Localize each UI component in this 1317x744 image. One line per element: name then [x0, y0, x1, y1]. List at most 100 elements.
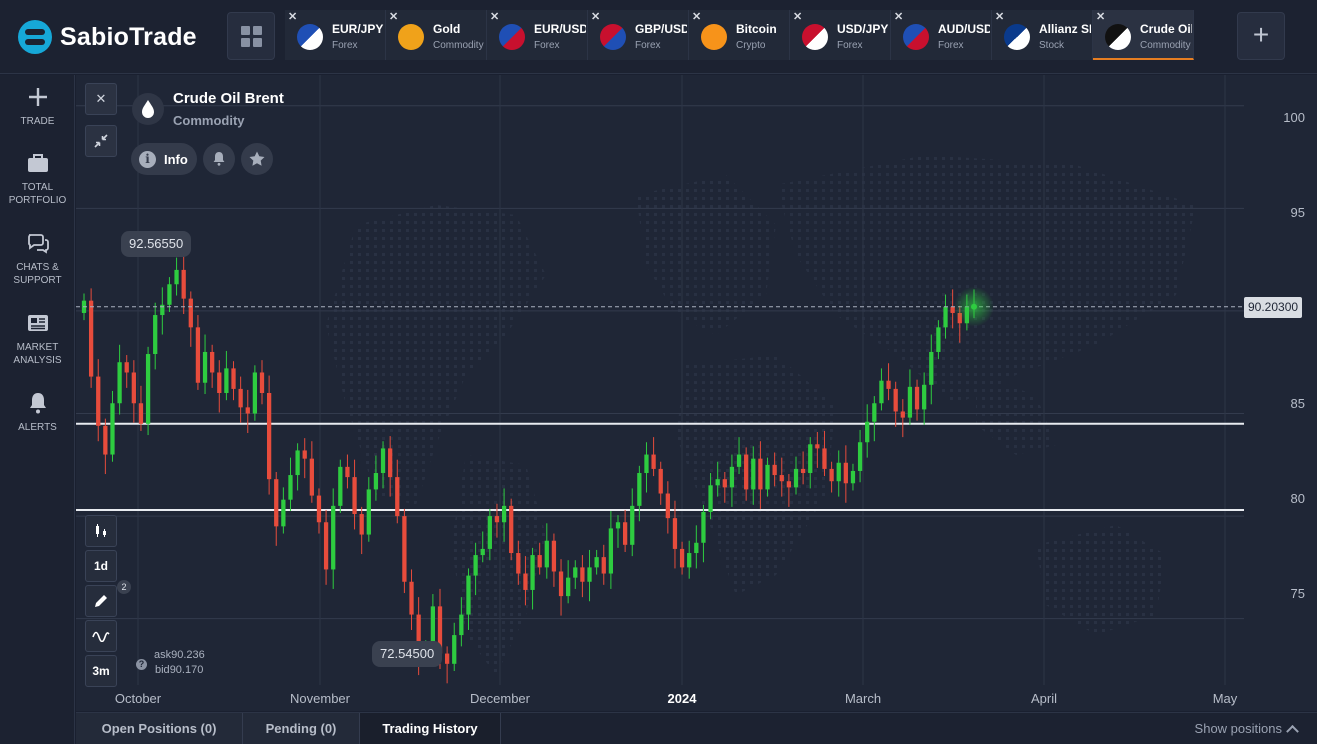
candle: [238, 376, 243, 423]
candle-body: [316, 495, 322, 523]
help-icon[interactable]: ?: [136, 659, 147, 670]
close-tab-icon[interactable]: ✕: [995, 11, 1005, 23]
tab-asset-icon: [1105, 24, 1131, 50]
asset-tab[interactable]: ✕ Bitcoin Crypto: [689, 10, 790, 60]
candle-body: [266, 393, 272, 480]
y-tick-label: 75: [1290, 586, 1305, 601]
tab-trading-history[interactable]: Trading History: [360, 713, 501, 744]
candle-body: [259, 372, 265, 393]
info-button[interactable]: i Info: [131, 143, 197, 175]
candle: [850, 463, 856, 491]
candle-body: [359, 514, 364, 535]
add-tab-button[interactable]: +: [1237, 12, 1285, 60]
high-price-label: 92.56550: [121, 231, 192, 257]
sidebar-item-market-analysis[interactable]: MARKET ANALYSIS: [0, 311, 75, 367]
close-icon: ✕: [95, 91, 107, 106]
candle-body: [651, 454, 656, 469]
y-tick-label: 100: [1283, 110, 1305, 125]
close-tab-icon[interactable]: ✕: [389, 11, 399, 23]
asset-tab[interactable]: ✕ AUD/USD Forex: [891, 10, 992, 60]
candle: [380, 441, 386, 489]
candle: [694, 525, 699, 569]
candle-body: [131, 372, 136, 404]
asset-tab-active[interactable]: ✕ Crude Oil Br... Commodity: [1093, 10, 1194, 60]
brand-logo[interactable]: SabioTrade: [18, 18, 197, 56]
candle: [494, 503, 500, 538]
candle-body: [181, 269, 186, 299]
bid-price: bid90.170: [155, 664, 203, 676]
bid-label: bid: [155, 664, 170, 676]
candle: [145, 346, 151, 436]
candle: [615, 515, 621, 548]
close-chart-button[interactable]: ✕: [85, 83, 117, 115]
candle-body: [879, 380, 884, 404]
sidebar-item-chats-support[interactable]: CHATS & SUPPORT: [0, 231, 75, 287]
sidebar-item-portfolio[interactable]: TOTAL PORTFOLIO: [0, 151, 75, 207]
collapse-chart-button[interactable]: [85, 125, 117, 157]
candle: [843, 445, 848, 503]
candle: [217, 360, 222, 413]
candle-body: [758, 458, 763, 490]
timeframe-button[interactable]: 1d: [85, 550, 117, 582]
candle-body: [594, 557, 599, 568]
candle-body: [800, 468, 806, 474]
close-tab-icon[interactable]: ✕: [793, 11, 803, 23]
candle: [886, 363, 891, 401]
price-chart[interactable]: [76, 75, 1317, 711]
tab-pending[interactable]: Pending (0): [243, 713, 360, 744]
candle: [88, 288, 94, 388]
drawing-tools-button[interactable]: 2: [85, 580, 131, 617]
candle: [352, 459, 357, 530]
candle-body: [167, 284, 172, 305]
candle-body: [765, 464, 770, 490]
candle-body: [309, 458, 314, 496]
show-positions-toggle[interactable]: Show positions: [1195, 713, 1299, 744]
asset-tab[interactable]: ✕ EUR/USD Forex: [487, 10, 588, 60]
candle: [366, 477, 371, 542]
close-tab-icon[interactable]: ✕: [894, 11, 904, 23]
sidebar-item-label: ALERTS: [18, 422, 57, 433]
candle: [836, 450, 841, 497]
asset-tab[interactable]: ✕ Allianz SE Stock: [992, 10, 1093, 60]
range-button[interactable]: 3m: [85, 655, 117, 687]
candle-body: [274, 479, 279, 527]
candle-body: [281, 499, 286, 527]
candle: [815, 431, 820, 468]
candle-body: [850, 470, 856, 484]
candle-body: [509, 505, 514, 554]
sidebar-item-alerts[interactable]: ALERTS: [0, 391, 75, 434]
candle: [658, 461, 663, 505]
candle: [573, 560, 578, 589]
tab-open-positions[interactable]: Open Positions (0): [76, 713, 243, 744]
indicators-button[interactable]: [85, 620, 117, 652]
candle-body: [124, 362, 129, 373]
candle-body: [516, 553, 521, 574]
alert-button[interactable]: [203, 143, 235, 175]
asset-tab[interactable]: ✕ EUR/JPY Forex: [285, 10, 386, 60]
candle: [950, 289, 955, 329]
favorite-button[interactable]: [241, 143, 273, 175]
layout-grid-button[interactable]: [227, 12, 275, 60]
close-tab-icon[interactable]: ✕: [591, 11, 601, 23]
candle-body: [409, 581, 414, 615]
ask-price: ask90.236: [154, 649, 205, 661]
candle: [758, 441, 763, 509]
candle-body: [345, 466, 350, 478]
close-tab-icon[interactable]: ✕: [692, 11, 702, 23]
candle-body: [950, 306, 955, 313]
chart-area[interactable]: ✕ Crude Oil Brent Commodity i Info 92.56…: [76, 75, 1317, 711]
sidebar-item-trade[interactable]: TRADE: [0, 85, 75, 128]
candle: [388, 436, 393, 497]
candle: [580, 555, 585, 598]
tab-category: Forex: [938, 40, 964, 51]
support-resistance-levels: [76, 422, 1244, 511]
close-tab-icon[interactable]: ✕: [1096, 11, 1106, 23]
asset-tab[interactable]: ✕ USD/JPY Forex: [790, 10, 891, 60]
asset-tab[interactable]: ✕ GBP/USD Forex: [588, 10, 689, 60]
close-tab-icon[interactable]: ✕: [288, 11, 298, 23]
chart-type-button[interactable]: [85, 515, 117, 547]
close-tab-icon[interactable]: ✕: [490, 11, 500, 23]
candle: [679, 541, 685, 575]
asset-tab[interactable]: ✕ Gold Commodity: [386, 10, 487, 60]
